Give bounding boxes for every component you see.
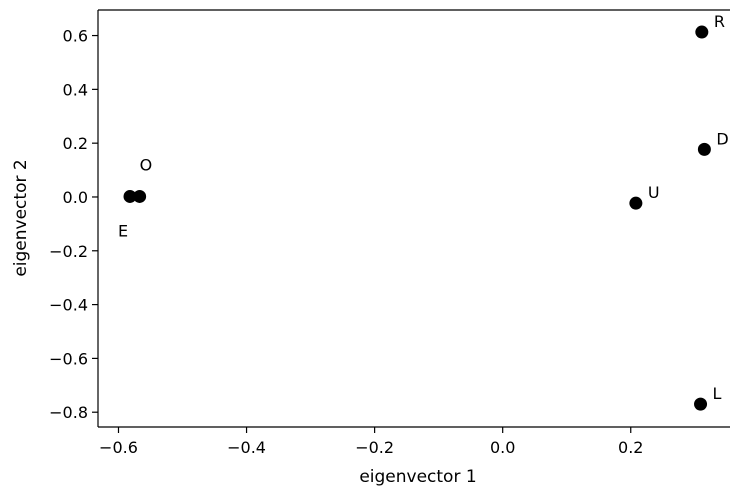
point-label: U bbox=[648, 183, 660, 202]
x-axis: −0.6 −0.4 −0.2 0.0 0.2 bbox=[99, 427, 643, 457]
y-tick-label: −0.8 bbox=[49, 403, 88, 422]
point-label: O bbox=[140, 155, 153, 174]
data-point bbox=[123, 189, 137, 203]
data-point bbox=[133, 189, 147, 203]
data-point bbox=[697, 142, 711, 156]
x-tick-label: 0.2 bbox=[618, 438, 643, 457]
y-tick-label: −0.6 bbox=[49, 349, 88, 368]
y-tick-label: 0.4 bbox=[63, 80, 88, 99]
point-label: L bbox=[713, 384, 722, 403]
x-tick-label: −0.6 bbox=[99, 438, 138, 457]
data-point bbox=[629, 196, 643, 210]
plot-frame bbox=[97, 9, 730, 428]
data-point bbox=[694, 397, 708, 411]
point-label: D bbox=[716, 129, 728, 148]
y-tick-label: 0.0 bbox=[63, 188, 88, 207]
x-tick-label: −0.4 bbox=[227, 438, 266, 457]
point-label: E bbox=[118, 221, 128, 240]
x-axis-label: eigenvector 1 bbox=[359, 467, 476, 487]
data-point bbox=[695, 25, 709, 39]
y-tick-label: −0.2 bbox=[49, 242, 88, 261]
data-points: R D O E U L bbox=[118, 12, 729, 411]
x-tick-label: 0.0 bbox=[490, 438, 515, 457]
y-tick-label: −0.4 bbox=[49, 296, 88, 315]
y-axis: 0.6 0.4 0.2 0.0 −0.2 −0.4 −0.6 −0.8 bbox=[49, 27, 98, 422]
y-tick-label: 0.2 bbox=[63, 134, 88, 153]
y-tick-label: 0.6 bbox=[63, 27, 88, 46]
x-tick-label: −0.2 bbox=[355, 438, 394, 457]
point-label: R bbox=[714, 12, 725, 31]
y-axis-label: eigenvector 2 bbox=[11, 159, 31, 276]
